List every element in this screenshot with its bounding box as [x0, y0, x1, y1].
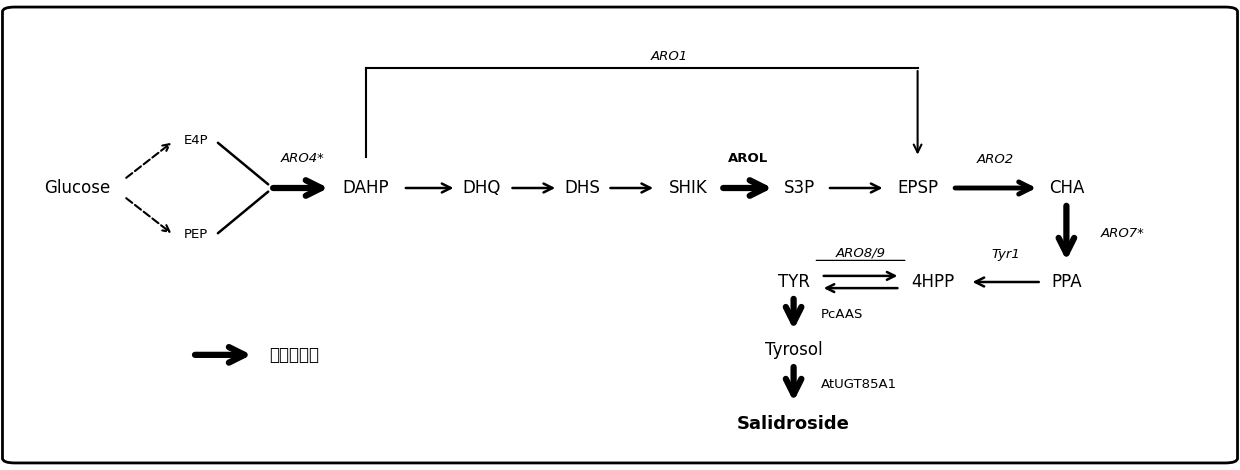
Text: Salidroside: Salidroside — [737, 415, 851, 433]
Text: ARO7*: ARO7* — [1101, 227, 1145, 240]
Text: ARO4*: ARO4* — [280, 152, 325, 165]
Text: AtUGT85A1: AtUGT85A1 — [821, 378, 897, 391]
Text: SHIK: SHIK — [668, 179, 708, 197]
Text: E4P: E4P — [184, 134, 208, 148]
Text: 基因过表达: 基因过表达 — [269, 346, 319, 364]
Text: Tyrosol: Tyrosol — [765, 341, 822, 359]
Text: ARO1: ARO1 — [651, 50, 688, 63]
Text: TYR: TYR — [777, 273, 810, 291]
Text: DAHP: DAHP — [342, 179, 389, 197]
FancyBboxPatch shape — [2, 7, 1238, 463]
Text: 4HPP: 4HPP — [911, 273, 954, 291]
Text: AROL: AROL — [728, 152, 768, 165]
Text: DHS: DHS — [565, 179, 600, 197]
Text: DHQ: DHQ — [463, 179, 500, 197]
Text: ARO8/9: ARO8/9 — [836, 246, 885, 259]
Text: Tyr1: Tyr1 — [991, 248, 1021, 261]
Text: ARO2: ARO2 — [977, 153, 1014, 166]
Text: PPA: PPA — [1052, 273, 1081, 291]
Text: PEP: PEP — [184, 228, 208, 242]
Text: Glucose: Glucose — [43, 179, 110, 197]
Text: S3P: S3P — [784, 179, 816, 197]
Text: CHA: CHA — [1049, 179, 1084, 197]
Text: PcAAS: PcAAS — [821, 308, 863, 321]
Text: EPSP: EPSP — [897, 179, 939, 197]
